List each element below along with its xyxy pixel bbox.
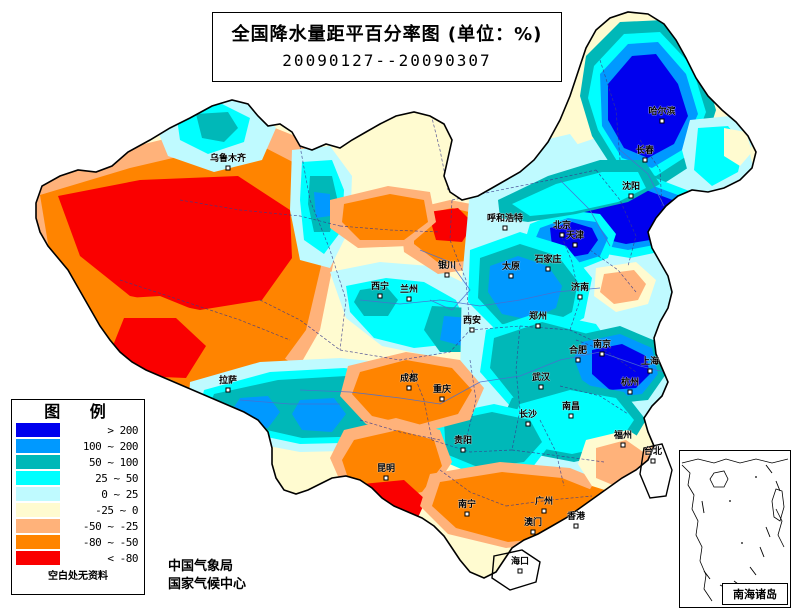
legend-row: 0 ~ 25 [12,487,144,502]
legend-swatch [16,487,60,502]
legend-swatch [16,423,60,438]
legend-rows: > 200 100 ~ 200 50 ~ 100 25 ~ 50 0 ~ 25 -25 ~… [12,423,144,566]
legend-swatch [16,535,60,550]
legend-label: 50 ~ 100 [89,455,138,469]
province-boundaries [119,59,663,507]
legend-row: -80 ~ -50 [12,535,144,550]
legend-swatch [16,519,60,534]
credit-line-1: 中国气象局 [168,559,234,574]
legend-swatch [16,551,60,566]
rivers [239,149,665,405]
legend-row: 50 ~ 100 [12,455,144,470]
title-period: 20090127--20090307 [282,50,492,70]
legend-label: -25 ~ 0 [95,503,138,517]
legend-row: < -80 [12,551,144,566]
legend-swatch [16,471,60,486]
legend-label: 0 ~ 25 [101,487,138,501]
taiwan-island-outline [639,443,673,499]
agency-credit: 中国气象局 国家气候中心 [168,558,246,593]
legend-label: 25 ~ 50 [95,471,138,485]
legend-label: < -80 [107,551,138,565]
map-title-box: 全国降水量距平百分率图 (单位：%) 20090127--20090307 [212,12,562,82]
inset-map-canvas [680,451,790,607]
legend-swatch [16,455,60,470]
legend-label: -80 ~ -50 [82,535,139,549]
credit-line-2: 国家气候中心 [168,576,247,592]
legend-swatch [16,503,60,518]
legend-box: 图 例 > 200 100 ~ 200 50 ~ 100 25 ~ 50 0 ~ 25 -… [11,399,145,595]
legend-label: 100 ~ 200 [82,439,139,453]
legend-row: 100 ~ 200 [12,439,144,454]
legend-swatch [16,439,60,454]
legend-row: -50 ~ -25 [12,519,144,534]
legend-label: -50 ~ -25 [82,519,139,533]
inset-label: 南海诸岛 [722,583,788,605]
legend-row: > 200 [12,423,144,438]
legend-heading: 图 例 [44,402,118,421]
south-china-sea-inset: 南海诸岛 [679,450,791,608]
legend-row: -25 ~ 0 [12,503,144,518]
legend-note: 空白处无资料 [48,570,108,582]
hainan-island-outline [491,549,541,591]
legend-label: > 200 [107,423,138,437]
china-national-border [35,11,757,579]
legend-row: 25 ~ 50 [12,471,144,486]
page-title: 全国降水量距平百分率图 (单位：%) [231,24,543,46]
